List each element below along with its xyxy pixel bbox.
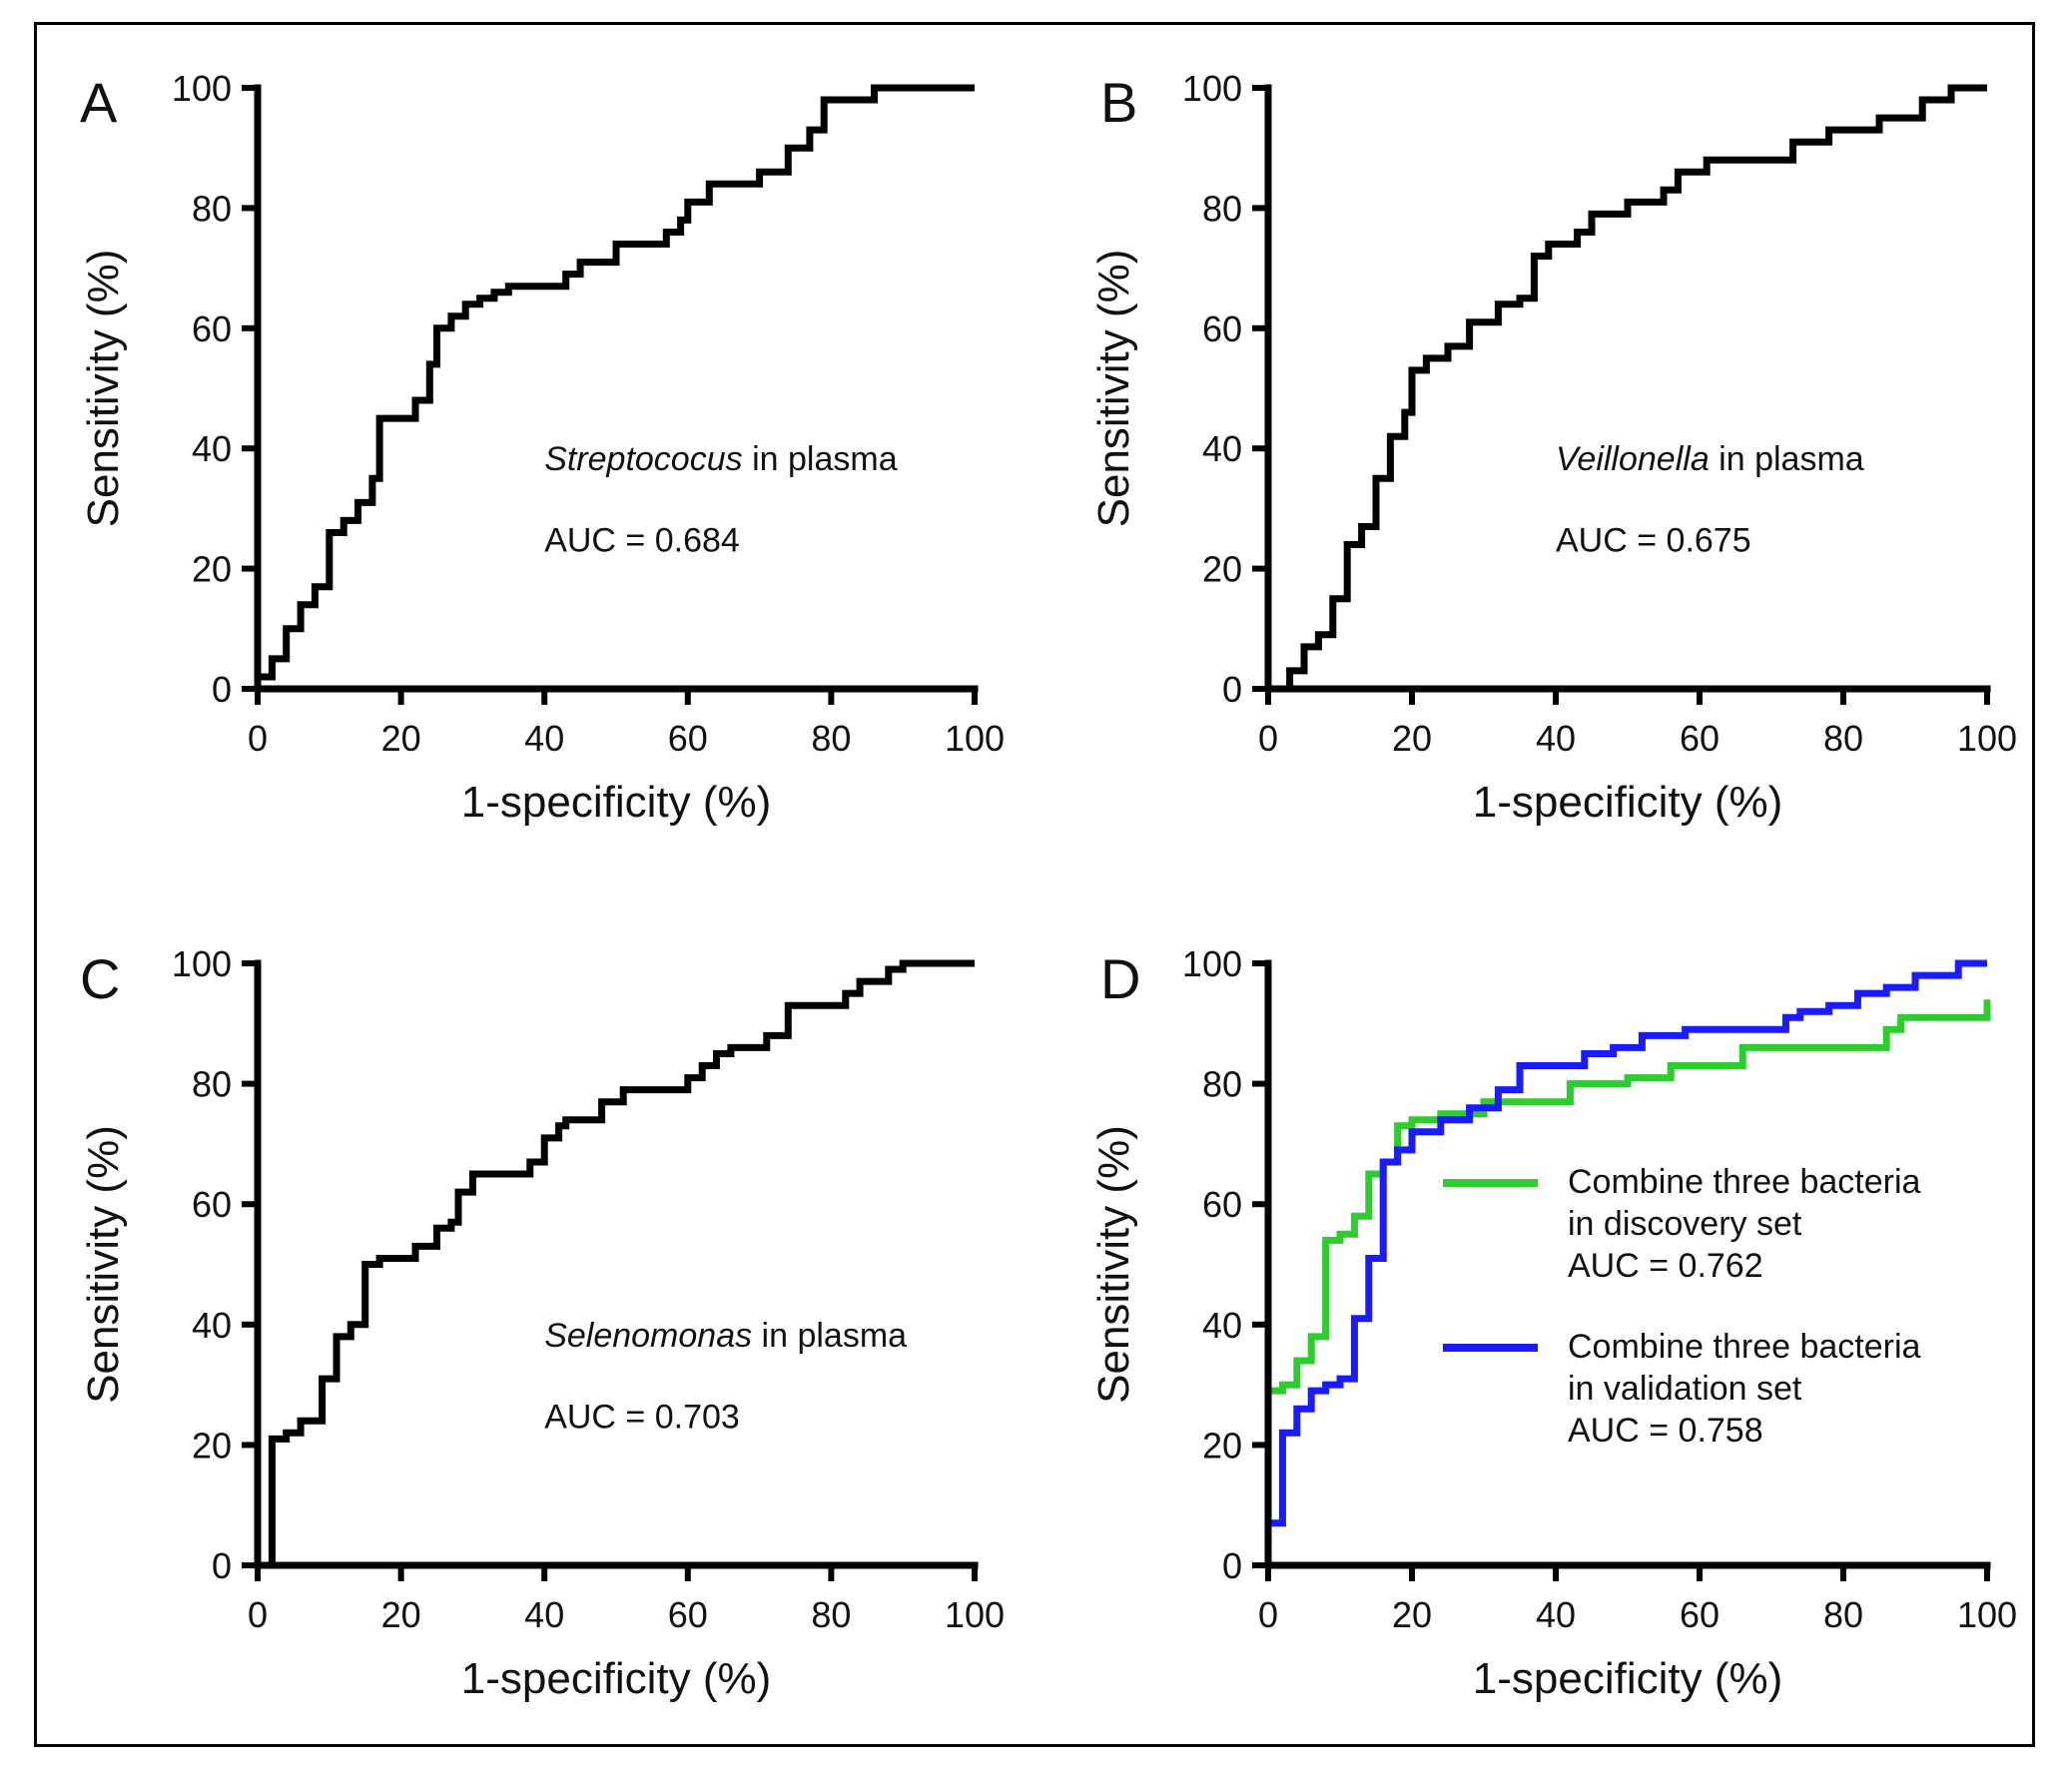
x-tick-label: 0 bbox=[248, 1594, 268, 1635]
y-tick-label: 40 bbox=[192, 1305, 232, 1346]
annotation-genus: Streptococus bbox=[544, 440, 742, 478]
roc-curve-line bbox=[254, 84, 975, 689]
x-tick-label: 80 bbox=[811, 718, 851, 759]
panel-letter: A bbox=[80, 71, 118, 134]
y-tick-label: 0 bbox=[1222, 669, 1242, 710]
x-tick-label: 60 bbox=[668, 718, 708, 759]
x-tick-label: 20 bbox=[1392, 718, 1432, 759]
y-tick-label: 80 bbox=[1202, 1064, 1242, 1105]
y-tick-label: 60 bbox=[192, 1184, 232, 1225]
panel-c: C 0 20 40 60 80 100 0 20 40 60 80 100 1-specificity (… bbox=[79, 943, 1005, 1703]
annotation-suffix: in plasma bbox=[743, 440, 898, 478]
auc-label: AUC = 0.703 bbox=[544, 1398, 740, 1436]
x-tick-label: 20 bbox=[381, 1594, 421, 1635]
panel-b: B 0 20 40 60 80 100 0 20 40 60 80 100 1-specificity (… bbox=[1089, 68, 2017, 827]
x-tick-label: 40 bbox=[1536, 1594, 1576, 1635]
y-tick-label: 40 bbox=[1202, 1305, 1242, 1346]
panel-d: D 0 20 40 60 80 100 0 20 40 60 80 100 1-specificity (… bbox=[1089, 943, 2017, 1703]
roc-curve-line bbox=[1264, 999, 1991, 1565]
x-tick-label: 100 bbox=[1957, 1594, 2017, 1635]
x-axis-label: 1-specificity (%) bbox=[1473, 778, 1783, 827]
y-axis-label: Sensitivity (%) bbox=[79, 1125, 128, 1404]
x-tick-label: 100 bbox=[945, 1594, 1005, 1635]
y-tick-label: 60 bbox=[1202, 308, 1242, 349]
panel-letter: B bbox=[1100, 71, 1137, 134]
y-tick-label: 40 bbox=[192, 428, 232, 469]
legend-auc: AUC = 0.758 bbox=[1568, 1412, 1763, 1450]
x-axis-label: 1-specificity (%) bbox=[461, 1654, 772, 1703]
x-tick-label: 60 bbox=[1680, 718, 1720, 759]
x-tick-label: 40 bbox=[1536, 718, 1576, 759]
annotation-bacteria: Streptococus in plasma bbox=[544, 440, 898, 478]
legend-auc: AUC = 0.762 bbox=[1568, 1247, 1763, 1285]
y-tick-label: 0 bbox=[212, 669, 232, 710]
x-tick-label: 0 bbox=[1258, 1594, 1278, 1635]
x-tick-label: 0 bbox=[1258, 718, 1278, 759]
x-tick-label: 80 bbox=[1823, 718, 1863, 759]
annotation-bacteria: Selenomonas in plasma bbox=[544, 1317, 907, 1355]
y-axis-label: Sensitivity (%) bbox=[1089, 250, 1138, 528]
legend-label: Combine three bacteria bbox=[1568, 1163, 1921, 1201]
x-tick-label: 40 bbox=[524, 1594, 564, 1635]
y-tick-label: 20 bbox=[192, 549, 232, 590]
x-axis-label: 1-specificity (%) bbox=[461, 778, 772, 827]
legend-label: in discovery set bbox=[1568, 1205, 1802, 1243]
x-tick-label: 20 bbox=[1392, 1594, 1432, 1635]
y-tick-label: 20 bbox=[192, 1425, 232, 1466]
x-tick-label: 60 bbox=[668, 1594, 708, 1635]
roc-curve-line bbox=[1264, 959, 1987, 1565]
y-tick-label: 60 bbox=[192, 308, 232, 349]
auc-label: AUC = 0.684 bbox=[544, 522, 740, 560]
legend-label: Combine three bacteria bbox=[1568, 1328, 1921, 1366]
y-axis-label: Sensitivity (%) bbox=[1089, 1125, 1138, 1404]
y-tick-label: 40 bbox=[1202, 428, 1242, 469]
annotation-bacteria: Veillonella in plasma bbox=[1556, 440, 1864, 478]
x-tick-label: 20 bbox=[381, 718, 421, 759]
y-axis-label: Sensitivity (%) bbox=[79, 250, 128, 528]
auc-label: AUC = 0.675 bbox=[1556, 522, 1751, 560]
panel-a: A 0 20 40 60 80 100 0 20 40 60 80 100 1-specificity (… bbox=[79, 68, 1005, 827]
y-tick-label: 0 bbox=[212, 1545, 232, 1586]
annotation-suffix: in plasma bbox=[752, 1317, 907, 1355]
roc-curve-line bbox=[1268, 84, 1987, 693]
x-tick-label: 0 bbox=[248, 718, 268, 759]
roc-curve-line bbox=[268, 959, 975, 1565]
annotation-genus: Veillonella bbox=[1556, 440, 1710, 478]
panel-letter: C bbox=[80, 947, 120, 1010]
annotation-suffix: in plasma bbox=[1710, 440, 1864, 478]
x-tick-label: 40 bbox=[524, 718, 564, 759]
panel-letter: D bbox=[1100, 947, 1140, 1010]
figure-border bbox=[34, 22, 2035, 1747]
y-tick-label: 80 bbox=[192, 1064, 232, 1105]
x-tick-label: 80 bbox=[811, 1594, 851, 1635]
y-tick-label: 80 bbox=[192, 188, 232, 229]
y-tick-label: 100 bbox=[1182, 943, 1242, 984]
y-tick-label: 100 bbox=[172, 68, 232, 109]
y-tick-label: 60 bbox=[1202, 1184, 1242, 1225]
annotation-genus: Selenomonas bbox=[544, 1317, 752, 1355]
y-tick-label: 80 bbox=[1202, 188, 1242, 229]
y-tick-label: 0 bbox=[1222, 1545, 1242, 1586]
legend-label: in validation set bbox=[1568, 1370, 1802, 1408]
x-tick-label: 80 bbox=[1823, 1594, 1863, 1635]
y-tick-label: 20 bbox=[1202, 1425, 1242, 1466]
y-tick-label: 20 bbox=[1202, 549, 1242, 590]
x-tick-label: 100 bbox=[1957, 718, 2017, 759]
x-axis-label: 1-specificity (%) bbox=[1473, 1654, 1783, 1703]
y-tick-label: 100 bbox=[1182, 68, 1242, 109]
y-tick-label: 100 bbox=[172, 943, 232, 984]
x-tick-label: 60 bbox=[1680, 1594, 1720, 1635]
x-tick-label: 100 bbox=[945, 718, 1005, 759]
